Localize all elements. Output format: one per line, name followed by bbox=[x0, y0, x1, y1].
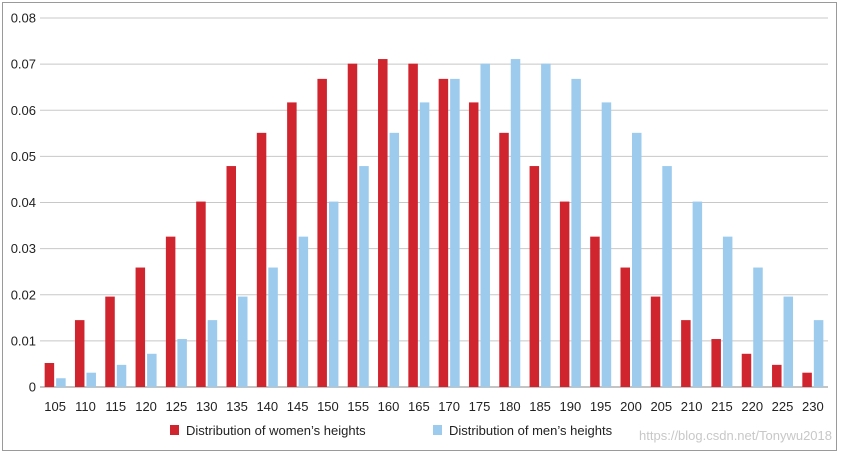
bar-men bbox=[389, 132, 400, 387]
x-tick-label: 210 bbox=[681, 399, 703, 414]
bar-women bbox=[44, 363, 55, 387]
x-tick-label: 115 bbox=[105, 399, 126, 414]
x-tick-label: 225 bbox=[772, 399, 794, 414]
x-tick-label: 150 bbox=[317, 399, 339, 414]
x-tick-label: 185 bbox=[529, 399, 551, 414]
bar-women bbox=[347, 63, 358, 387]
bar-men bbox=[116, 364, 127, 387]
bar-women bbox=[378, 59, 388, 388]
x-tick-label: 175 bbox=[469, 399, 491, 414]
bar-women bbox=[74, 320, 85, 387]
bar-women bbox=[529, 166, 540, 387]
y-tick-label: 0.01 bbox=[11, 333, 36, 348]
y-tick-label: 0.03 bbox=[11, 241, 36, 256]
bar-women bbox=[135, 267, 146, 387]
bar-men bbox=[783, 296, 794, 387]
bar-men bbox=[662, 166, 672, 387]
x-tick-label: 205 bbox=[650, 399, 672, 414]
x-tick-label: 220 bbox=[741, 399, 763, 414]
bar-women bbox=[590, 236, 600, 387]
bar-women bbox=[681, 320, 691, 387]
bar-women bbox=[499, 132, 509, 387]
bar-women bbox=[226, 166, 236, 387]
bar-men bbox=[450, 78, 460, 387]
x-tick-label: 230 bbox=[802, 399, 824, 414]
x-tick-label: 120 bbox=[135, 399, 157, 414]
bar-women bbox=[741, 353, 752, 387]
bar-men bbox=[813, 320, 824, 387]
legend-swatch-women bbox=[170, 425, 179, 435]
bar-men bbox=[177, 339, 187, 387]
bar-men bbox=[147, 353, 157, 387]
bar-men bbox=[359, 166, 369, 387]
bar-men bbox=[601, 102, 612, 387]
bar-men bbox=[419, 102, 430, 387]
bar-women bbox=[650, 296, 661, 387]
bar-men bbox=[753, 267, 763, 387]
bar-men bbox=[56, 378, 66, 387]
y-tick-label: 0.06 bbox=[11, 103, 36, 118]
bar-men bbox=[298, 236, 309, 387]
bar-women bbox=[165, 236, 176, 387]
bar-men bbox=[480, 63, 490, 387]
bar-women bbox=[196, 201, 206, 387]
bar-women bbox=[802, 372, 812, 387]
watermark: https://blog.csdn.net/Tonywu2018 bbox=[639, 428, 832, 443]
legend: Distribution of women’s heights Distribu… bbox=[170, 423, 613, 438]
x-tick-label: 130 bbox=[196, 399, 218, 414]
bar-women bbox=[256, 132, 267, 387]
x-tick-label: 190 bbox=[560, 399, 582, 414]
bars bbox=[44, 59, 824, 388]
bar-men bbox=[268, 267, 278, 387]
x-tick-label: 125 bbox=[166, 399, 188, 414]
bar-men bbox=[722, 236, 733, 387]
y-tick-label: 0.08 bbox=[11, 11, 36, 26]
bar-men bbox=[328, 201, 339, 387]
y-tick-label: 0.04 bbox=[11, 195, 36, 210]
bar-men bbox=[632, 132, 642, 387]
bar-women bbox=[105, 296, 115, 387]
legend-label-men: Distribution of men’s heights bbox=[449, 423, 613, 438]
bar-women bbox=[438, 78, 449, 387]
x-tick-label: 135 bbox=[226, 399, 248, 414]
x-tick-label: 165 bbox=[408, 399, 430, 414]
y-tick-label: 0.02 bbox=[11, 287, 36, 302]
x-tick-label: 155 bbox=[347, 399, 369, 414]
legend-label-women: Distribution of women’s heights bbox=[186, 423, 366, 438]
y-tick-label: 0 bbox=[29, 380, 36, 395]
bar-women bbox=[408, 63, 418, 387]
bar-women bbox=[772, 364, 782, 387]
x-tick-label: 140 bbox=[256, 399, 278, 414]
y-tick-label: 0.07 bbox=[11, 57, 36, 72]
x-tick-label: 200 bbox=[620, 399, 642, 414]
bar-men bbox=[207, 320, 218, 387]
legend-swatch-men bbox=[433, 425, 442, 435]
bar-men bbox=[571, 78, 581, 387]
bar-men bbox=[86, 372, 96, 387]
gridlines bbox=[40, 17, 828, 388]
bar-women bbox=[287, 102, 297, 387]
x-tick-label: 160 bbox=[378, 399, 400, 414]
bar-men bbox=[692, 201, 703, 387]
bar-men bbox=[238, 296, 248, 387]
bar-men bbox=[510, 59, 521, 388]
bar-women bbox=[317, 78, 327, 387]
x-axis: 105 110 115 120 125 130 135 140 145 150 155 160 165 1… bbox=[44, 399, 823, 414]
x-tick-label: 195 bbox=[590, 399, 612, 414]
y-axis: 0 0.01 0.02 0.03 0.04 0.05 0.06 0.07 0.08 bbox=[11, 11, 36, 395]
x-tick-label: 110 bbox=[75, 399, 96, 414]
x-tick-label: 145 bbox=[287, 399, 309, 414]
x-tick-label: 180 bbox=[499, 399, 521, 414]
y-tick-label: 0.05 bbox=[11, 149, 36, 164]
x-tick-label: 105 bbox=[44, 399, 66, 414]
bar-women bbox=[620, 267, 630, 387]
bar-men bbox=[541, 63, 551, 387]
x-tick-label: 170 bbox=[438, 399, 460, 414]
bar-women bbox=[559, 201, 570, 387]
bar-women bbox=[711, 339, 721, 387]
x-tick-label: 215 bbox=[711, 399, 733, 414]
bar-women bbox=[468, 102, 479, 387]
